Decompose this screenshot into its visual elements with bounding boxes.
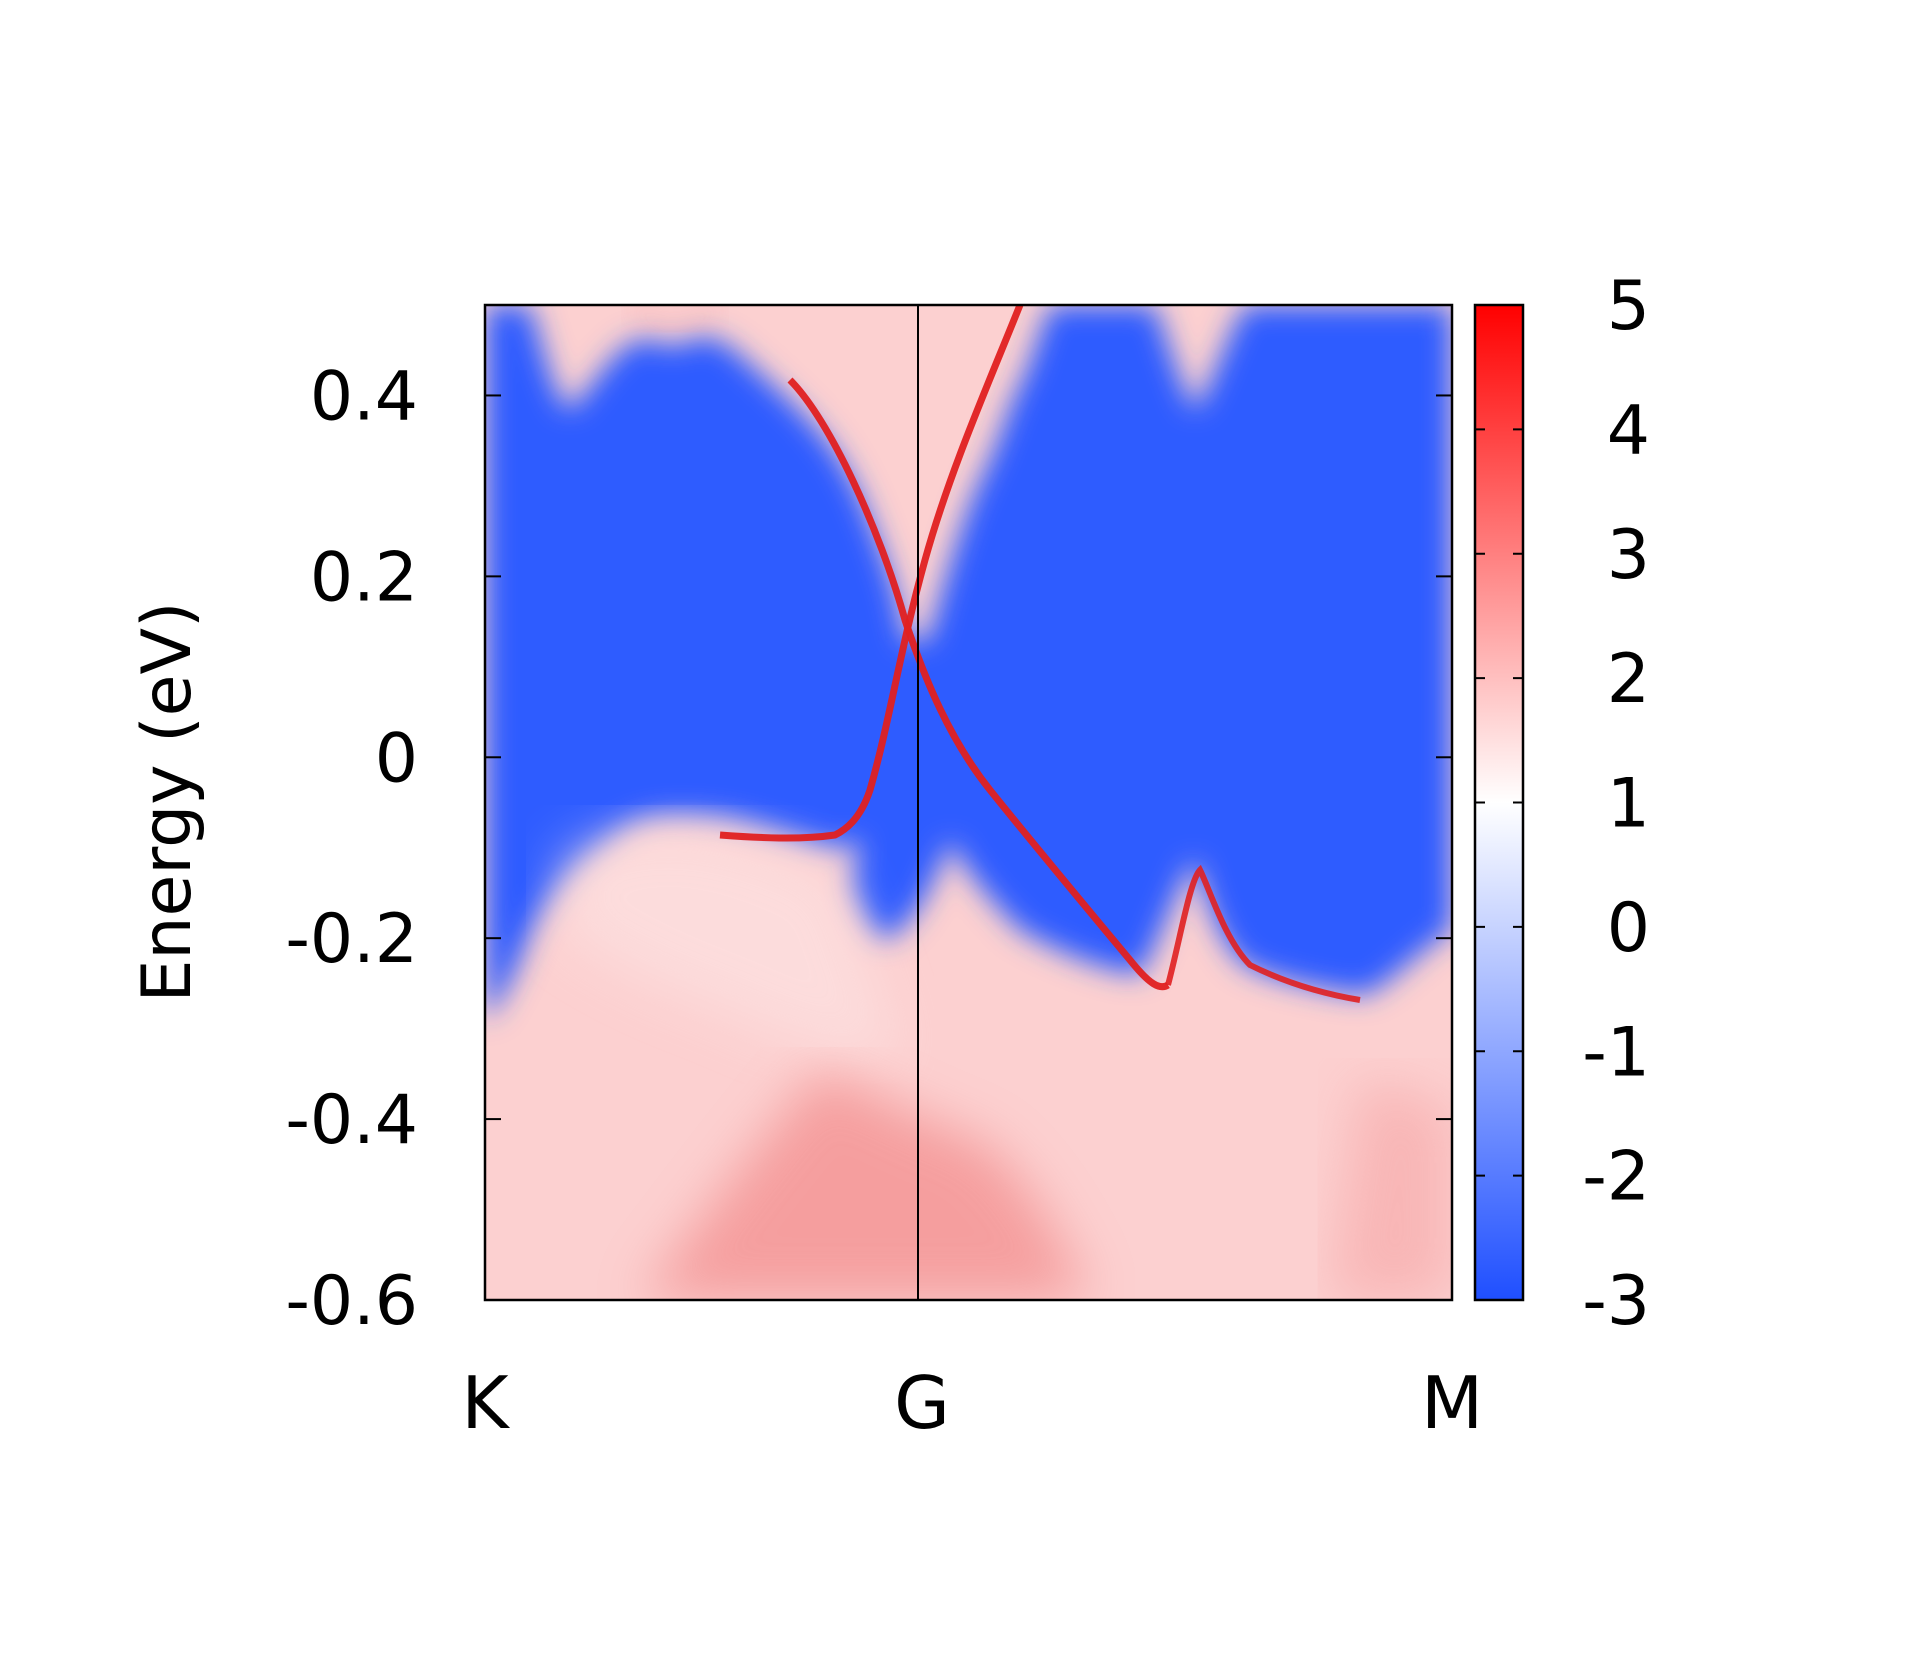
y-tick-label: 0 [375,719,418,798]
colorbar-axis: 5 4 3 2 1 0 -1 -2 -3 [1475,267,1650,1341]
colorbar-tick-label: 1 [1607,765,1650,844]
y-tick-label: 0.4 [310,357,418,436]
surface-state-lines [719,305,1361,1003]
y-axis: 0.4 0.2 0 -0.2 -0.4 -0.6 [285,357,1452,1341]
y-tick-label: -0.6 [285,1262,418,1341]
heatmap-area [485,305,1452,1300]
colorbar-tick-label: 4 [1607,391,1650,470]
colorbar-tick-label: -2 [1582,1138,1650,1217]
bulk-gap-region [485,305,1452,1020]
colorbar-tick-label: 3 [1607,516,1650,595]
plot-frame [483,303,1454,1302]
deep-valence-red [640,1070,1090,1300]
y-axis-label: Energy (eV) [128,601,207,1002]
valence-white-edge [560,828,900,1060]
valence-red-right [1330,1080,1452,1300]
colorbar-tick-label: 2 [1607,640,1650,719]
x-tick-label: K [461,1361,510,1445]
surface-state-right-dispersion [719,305,1024,842]
colorbar-tick-label: -1 [1582,1013,1650,1092]
y-tick-label: -0.2 [285,900,418,979]
surface-state-kink [1165,864,1361,1003]
y-tick-label: 0.2 [310,538,418,617]
x-tick-label: M [1421,1361,1483,1445]
red-band-arc [628,305,722,334]
colorbar-tick-label: -3 [1582,1262,1650,1341]
colorbar-tick-label: 0 [1607,889,1650,968]
x-tick-label: G [894,1361,950,1445]
surface-state-left-dispersion [787,377,1170,991]
colorbar-tick-label: 5 [1607,267,1650,346]
y-tick-label: -0.4 [285,1081,418,1160]
